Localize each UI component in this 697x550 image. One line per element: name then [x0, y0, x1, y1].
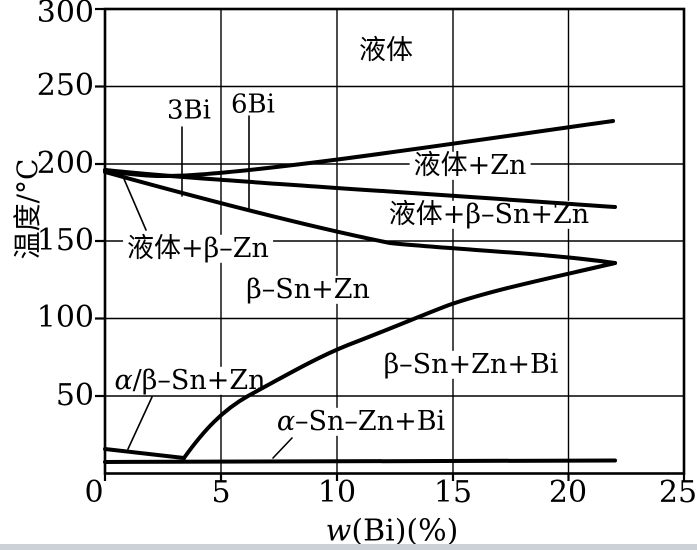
alpha-symbol: α — [114, 364, 133, 396]
y-tick-100: 100 — [36, 300, 94, 335]
y-tick-50: 50 — [55, 378, 94, 413]
scan-edge-strip — [0, 544, 697, 550]
alpha-sn-zn-bi-text: –Sn–Zn+Bi — [295, 405, 446, 437]
region-label-beta-sn-zn: β–Sn+Zn — [242, 275, 374, 305]
region-label-liquid: 液体 — [359, 34, 413, 66]
region-label-liquid-beta-zn: 液体+β–Zn — [123, 234, 273, 264]
alpha-beta-sn-zn-text: /β–Sn+Zn — [132, 364, 266, 396]
region-label-liquid-zn: 液体+Zn — [409, 151, 531, 181]
marker-label-3bi: 3Bi — [167, 95, 211, 126]
x-tick-10: 10 — [317, 475, 357, 510]
marker-label-6bi: 6Bi — [231, 89, 275, 120]
region-label-alpha-beta-sn-zn: α/β–Sn+Zn — [110, 364, 270, 396]
x-tick-5: 5 — [211, 475, 231, 510]
x-tick-0: 0 — [84, 475, 104, 510]
y-tick-150: 150 — [36, 223, 94, 258]
x-tick-20: 20 — [548, 475, 588, 510]
region-label-alpha-sn-zn-bi: α–Sn–Zn+Bi — [272, 405, 450, 437]
x-axis-title-units: (Bi)(%) — [351, 513, 459, 549]
y-tick-200: 200 — [36, 146, 94, 181]
alpha-symbol: α — [276, 405, 296, 437]
x-tick-25: 25 — [658, 475, 697, 510]
x-axis-title-variable: w — [325, 513, 352, 549]
y-tick-250: 250 — [36, 68, 94, 103]
y-axis-title: 温度/°C — [11, 158, 44, 260]
x-tick-15: 15 — [433, 475, 473, 510]
region-label-liquid-beta-sn-zn: 液体+β–Sn+Zn — [384, 200, 594, 230]
x-axis-ticks — [103, 473, 686, 481]
region-label-beta-sn-zn-bi: β–Sn+Zn+Bi — [379, 350, 563, 380]
y-tick-300: 300 — [36, 0, 94, 30]
x-axis-title: w(Bi)(%) — [326, 514, 459, 549]
